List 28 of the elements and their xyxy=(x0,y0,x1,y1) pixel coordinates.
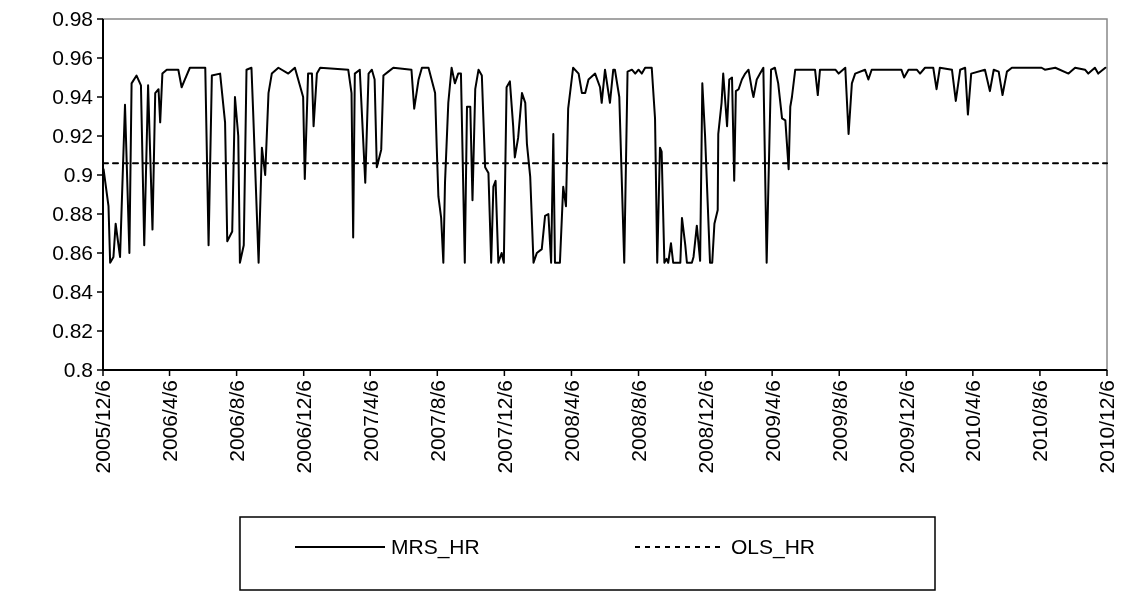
x-tick-label: 2010/4/6 xyxy=(961,380,985,462)
y-tick-label: 0.96 xyxy=(52,46,93,70)
y-tick-label: 0.82 xyxy=(52,319,93,343)
legend-label: OLS_HR xyxy=(731,535,816,560)
y-tick-label: 0.94 xyxy=(52,85,94,109)
y-tick-label: 0.86 xyxy=(52,241,93,265)
x-tick-label: 2009/12/6 xyxy=(894,380,918,474)
y-tick-label: 0.88 xyxy=(52,202,93,226)
legend-label: MRS_HR xyxy=(391,535,480,560)
x-tick-label: 2006/12/6 xyxy=(292,380,316,474)
x-tick-label: 2006/8/6 xyxy=(224,380,248,462)
x-tick-label: 2008/12/6 xyxy=(693,380,717,474)
x-tick-label: 2008/8/6 xyxy=(626,380,650,462)
x-tick-label: 2007/12/6 xyxy=(492,380,516,474)
x-tick-label: 2008/4/6 xyxy=(559,380,583,462)
x-tick-label: 2007/4/6 xyxy=(358,380,382,462)
x-tick-label: 2010/12/6 xyxy=(1095,380,1119,474)
y-tick-label: 0.92 xyxy=(52,124,93,148)
x-tick-label: 2005/12/6 xyxy=(91,380,115,474)
y-tick-label: 0.9 xyxy=(63,163,93,187)
y-tick-label: 0.8 xyxy=(63,358,93,382)
x-tick-label: 2009/4/6 xyxy=(760,380,784,462)
y-tick-label: 0.84 xyxy=(52,280,94,304)
x-tick-label: 2007/8/6 xyxy=(425,380,449,462)
x-tick-label: 2006/4/6 xyxy=(157,380,181,462)
x-tick-label: 2009/8/6 xyxy=(827,380,851,462)
y-tick-label: 0.98 xyxy=(52,7,93,31)
x-tick-label: 2010/8/6 xyxy=(1028,380,1052,462)
